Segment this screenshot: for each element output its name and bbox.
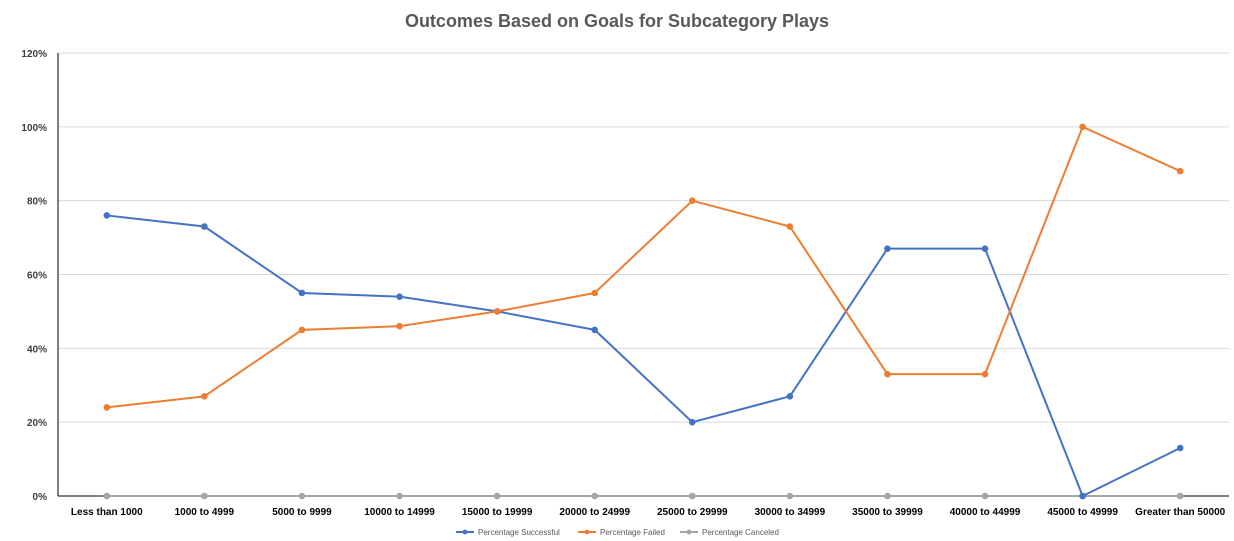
x-tick-label: Less than 1000 xyxy=(71,507,143,518)
x-tick-label: 10000 to 14999 xyxy=(364,507,435,518)
series-percentage-successful xyxy=(103,212,1184,500)
data-point xyxy=(688,492,696,500)
x-tick-label: 45000 to 49999 xyxy=(1047,507,1118,518)
data-point xyxy=(103,404,111,411)
series-layer xyxy=(103,123,1184,500)
data-point xyxy=(1176,167,1184,175)
x-axis-ticks: Less than 1000 1000 to 4999 5000 to 9999 10… xyxy=(71,507,1226,518)
y-tick-label: 100% xyxy=(21,123,47,134)
y-tick-label: 60% xyxy=(27,271,47,282)
data-point xyxy=(396,492,403,500)
legend-marker xyxy=(584,529,590,535)
x-tick-label: 1000 to 4999 xyxy=(175,507,235,518)
data-point xyxy=(1079,492,1086,500)
series-line xyxy=(106,214,1181,497)
chart-title: Outcomes Based on Goals for Subcategory … xyxy=(405,11,829,31)
data-point xyxy=(1176,492,1184,500)
legend-label: Percentage Failed xyxy=(600,528,665,537)
data-point xyxy=(1176,444,1184,452)
data-point xyxy=(884,245,891,252)
x-tick-label: 15000 to 19999 xyxy=(462,507,533,518)
data-point xyxy=(201,223,208,230)
data-point xyxy=(493,492,501,500)
y-tick-label: 40% xyxy=(27,344,47,355)
data-point xyxy=(396,293,403,300)
grid-layer xyxy=(57,52,1229,497)
legend-label: Percentage Canceled xyxy=(702,528,779,537)
data-point xyxy=(298,289,306,297)
y-tick-label: 20% xyxy=(27,418,47,429)
x-tick-label: 35000 to 39999 xyxy=(852,507,923,518)
x-tick-label: 20000 to 24999 xyxy=(559,507,630,518)
x-tick-label: 5000 to 9999 xyxy=(272,507,332,518)
series-line xyxy=(106,125,1181,409)
data-point xyxy=(103,212,111,219)
legend-item: Percentage Successful xyxy=(456,528,560,537)
data-point xyxy=(591,492,599,500)
series-percentage-failed xyxy=(103,123,1184,411)
x-tick-label: 30000 to 34999 xyxy=(755,507,826,518)
data-point xyxy=(298,326,306,334)
data-point xyxy=(396,322,403,330)
data-point xyxy=(1079,123,1086,131)
legend-item: Percentage Failed xyxy=(578,528,665,537)
x-tick-label: Greater than 50000 xyxy=(1135,507,1225,518)
data-point xyxy=(201,492,208,500)
data-point xyxy=(884,492,891,500)
data-point xyxy=(981,492,989,500)
legend-marker xyxy=(686,529,692,535)
y-tick-label: 80% xyxy=(27,197,47,208)
data-point xyxy=(591,326,599,334)
x-tick-label: 25000 to 29999 xyxy=(657,507,728,518)
data-point xyxy=(298,492,306,500)
y-axis-ticks: 0% 20% 40% 60% 80% 100% 120% xyxy=(21,49,47,503)
data-point xyxy=(493,308,501,315)
data-point xyxy=(786,492,794,500)
series-percentage-canceled xyxy=(103,492,1184,500)
data-point xyxy=(591,289,599,297)
legend-item: Percentage Canceled xyxy=(680,528,779,537)
y-tick-label: 120% xyxy=(21,49,47,60)
legend-label: Percentage Successful xyxy=(478,528,560,537)
data-point xyxy=(688,418,696,426)
data-point xyxy=(981,245,989,252)
y-tick-label: 0% xyxy=(33,492,48,503)
data-point xyxy=(884,370,891,378)
x-tick-label: 40000 to 44999 xyxy=(950,507,1021,518)
data-point xyxy=(786,223,794,230)
data-point xyxy=(786,393,794,400)
data-point xyxy=(201,393,208,400)
data-point xyxy=(981,370,989,378)
legend-marker xyxy=(462,529,468,535)
data-point xyxy=(688,197,696,204)
data-point xyxy=(103,492,111,500)
legend: Percentage Successful Percentage Failed Pe… xyxy=(456,528,779,537)
